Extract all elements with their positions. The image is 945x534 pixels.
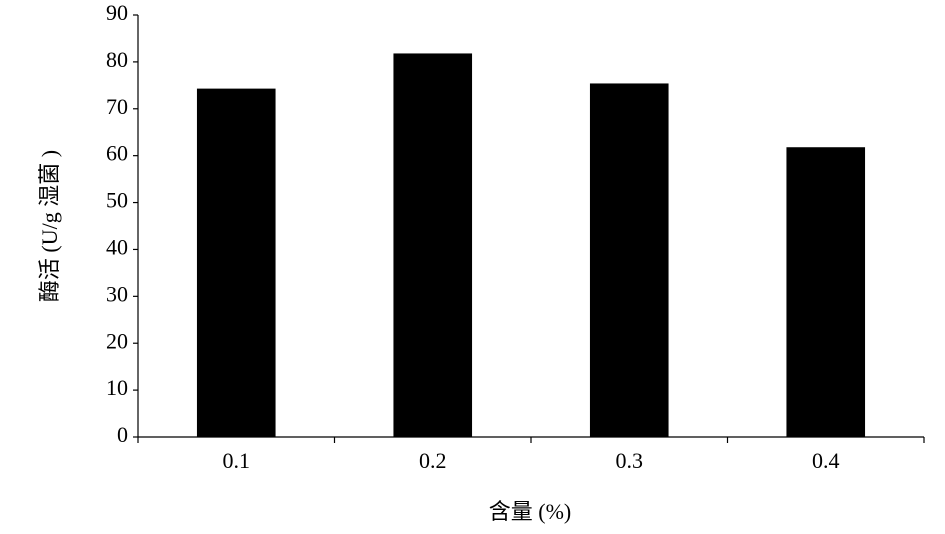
- y-tick-label: 60: [106, 141, 128, 166]
- x-tick-label: 0.4: [812, 448, 840, 473]
- y-tick-label: 20: [106, 328, 128, 353]
- y-tick-label: 0: [117, 422, 128, 447]
- y-tick-label: 70: [106, 94, 128, 119]
- bar: [196, 88, 276, 438]
- y-tick-label: 90: [106, 0, 128, 25]
- x-tick-label: 0.2: [419, 448, 447, 473]
- y-tick-label: 40: [106, 234, 128, 259]
- y-tick-label: 30: [106, 281, 128, 306]
- x-tick-label: 0.1: [223, 448, 251, 473]
- y-tick-label: 50: [106, 188, 128, 213]
- y-tick-label: 80: [106, 47, 128, 72]
- bar: [393, 53, 473, 438]
- x-axis-label: 含量 (%): [489, 499, 571, 524]
- y-tick-label: 10: [106, 375, 128, 400]
- y-axis-label: 酶活 (U/g 湿菌 ): [37, 150, 62, 302]
- bar: [786, 147, 866, 437]
- bar: [589, 83, 669, 438]
- x-tick-label: 0.3: [616, 448, 644, 473]
